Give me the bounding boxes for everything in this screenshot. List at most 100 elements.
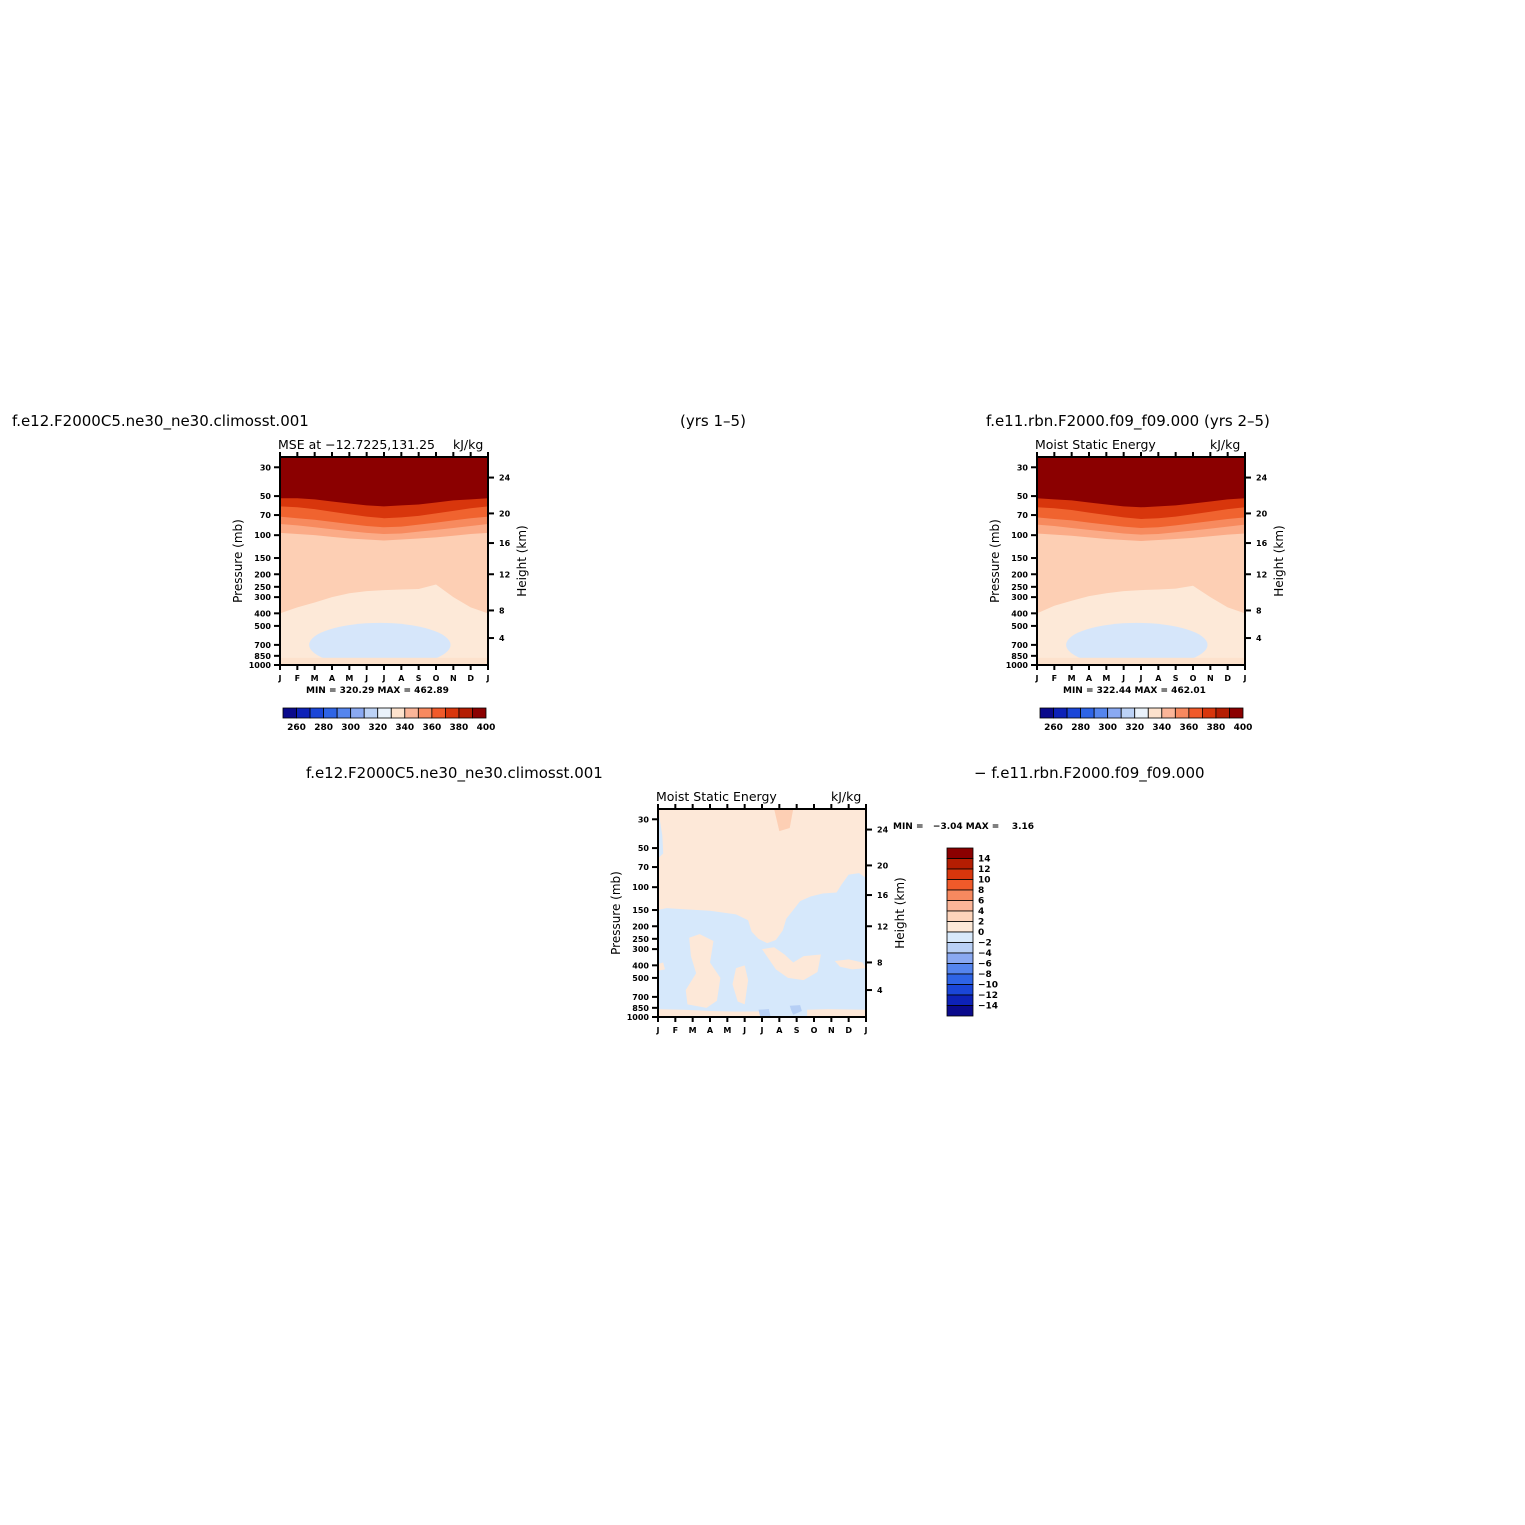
- x-tick-label: J: [656, 1026, 660, 1035]
- colorbar-label: −10: [978, 981, 998, 991]
- y-tick-label: 150: [254, 554, 271, 563]
- colorbar-label: 260: [287, 723, 306, 733]
- colorbar-swatch: [1147, 707, 1163, 719]
- colorbar-label: −14: [978, 1002, 998, 1012]
- y-axis-label: Pressure (mb): [609, 871, 623, 955]
- x-tick-label: J: [278, 674, 282, 683]
- colorbar-swatch: [377, 707, 392, 719]
- colorbar-swatch: [946, 847, 974, 859]
- colorbar-swatch: [946, 921, 974, 933]
- x-tick-label: N: [1207, 674, 1214, 683]
- y-tick-label: 70: [260, 511, 272, 520]
- contour-band-400: [280, 457, 488, 507]
- colorbar-label: −2: [978, 939, 992, 949]
- colorbar-swatch: [1134, 707, 1149, 719]
- colorbar-swatch: [472, 707, 487, 719]
- y-tick-label: 1000: [249, 661, 272, 670]
- x-tick-label: D: [1224, 674, 1231, 683]
- colorbar-label: 400: [1234, 723, 1253, 733]
- plot-diff: [658, 809, 866, 1017]
- colorbar-label: 380: [1207, 723, 1226, 733]
- colorbar-swatch: [1066, 707, 1081, 719]
- y-tick-label: 200: [632, 922, 649, 931]
- colorbar-label: 320: [1125, 723, 1144, 733]
- panel-right-title: Moist Static Energy: [1035, 437, 1156, 452]
- diff-positive-pocket: [774, 809, 794, 832]
- colorbar-swatch: [946, 868, 974, 880]
- y-tick-label: 1000: [627, 1013, 650, 1022]
- header-top-center: (yrs 1–5): [680, 412, 746, 430]
- y-right-tick-label: 20: [1256, 509, 1268, 518]
- y-tick-label: 700: [254, 641, 271, 650]
- colorbar-swatch: [946, 889, 974, 901]
- y-tick-label: 100: [254, 531, 271, 540]
- y-right-axis-label: Height (km): [515, 525, 529, 596]
- panel-right-stats: MIN = 322.44 MAX = 462.01: [1063, 686, 1206, 696]
- header-bottom-right: − f.e11.rbn.F2000.f09_f09.000: [974, 764, 1205, 782]
- y-tick-label: 50: [638, 844, 650, 853]
- colorbar-swatch: [1174, 707, 1190, 719]
- y-right-tick-label: 12: [499, 570, 510, 579]
- colorbar-swatch: [431, 707, 446, 719]
- colorbar-swatch: [1093, 707, 1109, 719]
- diff-positive-pocket: [658, 962, 665, 971]
- surface-band: [1037, 657, 1245, 665]
- y-tick-label: 200: [1011, 570, 1028, 579]
- x-tick-label: J: [382, 674, 386, 683]
- panel-diff-title: Moist Static Energy: [656, 789, 777, 804]
- y-right-tick-label: 4: [1256, 634, 1262, 643]
- diff-positive-pocket: [685, 934, 721, 1008]
- colorbar-swatch: [946, 858, 974, 870]
- x-tick-label: F: [673, 1026, 678, 1035]
- y-tick-label: 850: [632, 1004, 649, 1013]
- colorbar-swatch: [946, 973, 974, 985]
- panel-diff-unit: kJ/kg: [831, 789, 862, 804]
- colorbar-swatch: [946, 963, 974, 975]
- colorbar-swatch: [444, 707, 460, 719]
- y-tick-label: 100: [1011, 531, 1028, 540]
- y-right-tick-label: 12: [1256, 570, 1267, 579]
- y-right-tick-label: 4: [499, 634, 505, 643]
- y-right-tick-label: 8: [499, 606, 505, 615]
- x-tick-label: M: [311, 674, 319, 683]
- colorbar-label: 380: [450, 723, 469, 733]
- colorbar-swatch: [1188, 707, 1203, 719]
- y-tick-label: 400: [1011, 609, 1028, 618]
- y-tick-label: 850: [1011, 652, 1028, 661]
- colorbar-label: 280: [314, 723, 333, 733]
- y-tick-label: 400: [254, 609, 271, 618]
- colorbar-label: 400: [477, 723, 496, 733]
- colorbar-label: 4: [978, 907, 984, 917]
- y-tick-label: 150: [632, 906, 649, 915]
- x-tick-label: N: [450, 674, 457, 683]
- y-tick-label: 300: [632, 945, 649, 954]
- colorbar-label: 260: [1044, 723, 1063, 733]
- x-tick-label: J: [760, 1026, 764, 1035]
- colorbar-label: 340: [395, 723, 414, 733]
- x-tick-label: J: [1243, 674, 1247, 683]
- colorbar-label: 14: [978, 855, 991, 865]
- y-tick-label: 30: [260, 463, 272, 472]
- plot-right: [1037, 457, 1245, 665]
- diff-positive-pocket: [732, 965, 749, 1005]
- x-tick-label: J: [742, 1026, 746, 1035]
- colorbar-label: −6: [978, 960, 992, 970]
- x-tick-label: A: [707, 1026, 714, 1035]
- x-tick-label: O: [1190, 674, 1197, 683]
- diff-negative-pocket: [789, 1005, 802, 1015]
- contour-band-330: [1066, 622, 1208, 665]
- y-axis-label: Pressure (mb): [231, 519, 245, 603]
- x-tick-label: A: [329, 674, 336, 683]
- x-tick-label: J: [864, 1026, 868, 1035]
- diff-positive-pocket: [658, 1009, 762, 1017]
- colorbar-swatch: [363, 707, 379, 719]
- y-tick-label: 300: [254, 593, 271, 602]
- colorbar-label: 280: [1071, 723, 1090, 733]
- y-tick-label: 150: [1011, 554, 1028, 563]
- y-right-tick-label: 16: [499, 539, 511, 548]
- y-tick-label: 30: [1017, 463, 1029, 472]
- colorbar-swatch: [946, 910, 974, 922]
- colorbar-swatch: [946, 931, 974, 943]
